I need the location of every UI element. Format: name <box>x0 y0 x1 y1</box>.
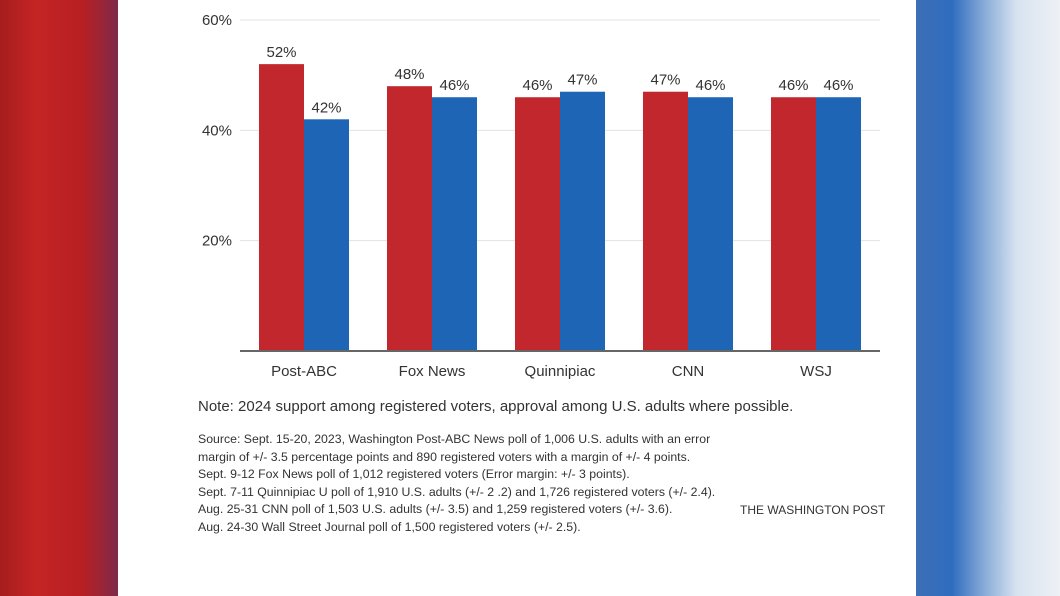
bar <box>643 91 688 351</box>
bar <box>560 91 605 351</box>
bar <box>771 97 816 351</box>
y-tick-label: 20% <box>202 233 232 250</box>
x-tick-label: Fox News <box>399 363 466 380</box>
x-tick-label: CNN <box>672 363 705 380</box>
bar <box>259 64 304 351</box>
bar-value-label: 46% <box>522 77 552 94</box>
bar <box>515 97 560 351</box>
y-tick-label: 40% <box>202 122 232 139</box>
bar <box>432 97 477 351</box>
chart-note: Note: 2024 support among registered vote… <box>198 398 794 415</box>
bar-value-label: 48% <box>394 66 424 83</box>
publisher-credit: THE WASHINGTON POST <box>740 503 886 517</box>
bar-value-label: 42% <box>311 99 341 116</box>
source-line: Aug. 24-30 Wall Street Journal poll of 1… <box>198 519 581 534</box>
bar-value-label: 46% <box>823 77 853 94</box>
bar-value-label: 46% <box>778 77 808 94</box>
source-line: Sept. 9-12 Fox News poll of 1,012 regist… <box>198 467 630 482</box>
bar-value-label: 47% <box>567 72 597 89</box>
source-text: Source: Sept. 15-20, 2023, Washington Po… <box>198 431 723 537</box>
y-tick-label: 60% <box>202 12 232 29</box>
bar-chart: 20% 40% 60% 52% 48% 46% 47% 46% 42% 46% 47% 46% 46% P… <box>202 12 880 380</box>
bar <box>387 86 432 351</box>
bar-value-label: 46% <box>439 77 469 94</box>
source-line: Sept. 7-11 Quinnipiac U poll of 1,910 U.… <box>198 484 716 499</box>
x-tick-label: WSJ <box>800 363 832 380</box>
right-blue-backdrop <box>916 0 1060 596</box>
bar-value-label: 52% <box>266 44 296 61</box>
left-red-backdrop <box>0 0 118 596</box>
x-tick-label: Quinnipiac <box>525 363 596 380</box>
bar <box>816 97 861 351</box>
x-tick-label: Post-ABC <box>271 363 337 380</box>
source-line: Source: Sept. 15-20, 2023, Washington Po… <box>198 432 711 464</box>
bar-value-label: 46% <box>695 77 725 94</box>
bar-value-label: 47% <box>650 72 680 89</box>
source-line: Aug. 25-31 CNN poll of 1,503 U.S. adults… <box>198 502 673 517</box>
bar <box>688 97 733 351</box>
bar <box>304 119 349 351</box>
